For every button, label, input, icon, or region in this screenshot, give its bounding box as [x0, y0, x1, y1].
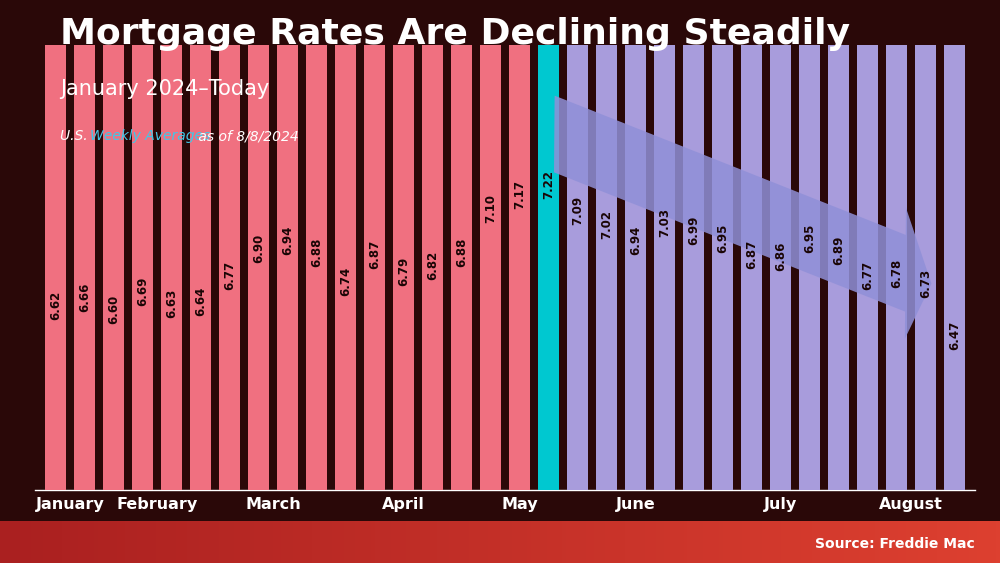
Text: 7.22: 7.22 [542, 169, 555, 199]
Bar [480, 0, 501, 490]
Bar [248, 0, 269, 490]
Text: 6.94: 6.94 [629, 226, 642, 255]
Bar [741, 0, 762, 490]
Text: Mortgage Rates Are Declining Steadily: Mortgage Rates Are Declining Steadily [60, 17, 850, 51]
Text: 6.66: 6.66 [78, 283, 91, 312]
Bar [393, 0, 414, 490]
Text: 7.10: 7.10 [484, 194, 497, 223]
Text: 6.86: 6.86 [774, 242, 787, 271]
Bar [712, 0, 733, 490]
Bar [857, 0, 878, 490]
Bar [422, 0, 443, 490]
Text: 6.73: 6.73 [919, 269, 932, 298]
Bar [625, 0, 646, 490]
Text: 6.95: 6.95 [803, 224, 816, 253]
Bar [770, 0, 791, 490]
Text: 6.87: 6.87 [745, 240, 758, 270]
Polygon shape [554, 96, 931, 339]
Text: Source: Freddie Mac: Source: Freddie Mac [815, 537, 975, 551]
Bar [799, 0, 820, 490]
Text: 6.77: 6.77 [861, 261, 874, 290]
Text: 6.69: 6.69 [136, 276, 149, 306]
Bar [45, 0, 66, 490]
Text: 6.82: 6.82 [426, 251, 439, 280]
Text: 6.94: 6.94 [281, 226, 294, 255]
Text: 6.99: 6.99 [687, 216, 700, 245]
Text: 6.90: 6.90 [252, 234, 265, 263]
Bar [567, 0, 588, 490]
Bar [509, 0, 530, 490]
Text: 6.64: 6.64 [194, 287, 207, 316]
Bar [915, 0, 936, 490]
Text: as of 8/8/2024: as of 8/8/2024 [194, 129, 299, 144]
Bar [161, 0, 182, 490]
Text: 6.60: 6.60 [107, 295, 120, 324]
Bar [219, 0, 240, 490]
Text: 6.88: 6.88 [455, 238, 468, 267]
Text: 6.89: 6.89 [832, 236, 845, 265]
Bar [306, 0, 327, 490]
Text: 6.79: 6.79 [397, 256, 410, 285]
Bar [190, 0, 211, 490]
Bar [596, 0, 617, 490]
Bar [74, 0, 95, 490]
Bar [828, 0, 849, 490]
Bar [103, 0, 124, 490]
Bar [886, 0, 907, 490]
Text: 6.47: 6.47 [948, 321, 961, 350]
Bar [132, 0, 153, 490]
Bar [538, 0, 559, 490]
Text: 6.62: 6.62 [49, 291, 62, 320]
Text: 6.77: 6.77 [223, 261, 236, 290]
Bar [335, 0, 356, 490]
Text: 6.74: 6.74 [339, 266, 352, 296]
Text: U.S.: U.S. [60, 129, 92, 144]
Text: 7.02: 7.02 [600, 210, 613, 239]
Bar [364, 0, 385, 490]
Text: 6.88: 6.88 [310, 238, 323, 267]
Bar [944, 0, 965, 490]
Text: 6.95: 6.95 [716, 224, 729, 253]
Text: 7.09: 7.09 [571, 196, 584, 225]
Text: Weekly Averages: Weekly Averages [90, 129, 210, 144]
Bar [683, 0, 704, 490]
Bar [654, 0, 675, 490]
Text: 7.17: 7.17 [513, 180, 526, 209]
Text: 6.63: 6.63 [165, 289, 178, 318]
Text: 6.87: 6.87 [368, 240, 381, 270]
Text: January 2024–Today: January 2024–Today [60, 79, 269, 99]
Bar [277, 0, 298, 490]
Bar [451, 0, 472, 490]
Text: 7.03: 7.03 [658, 208, 671, 237]
Text: 6.78: 6.78 [890, 258, 903, 288]
